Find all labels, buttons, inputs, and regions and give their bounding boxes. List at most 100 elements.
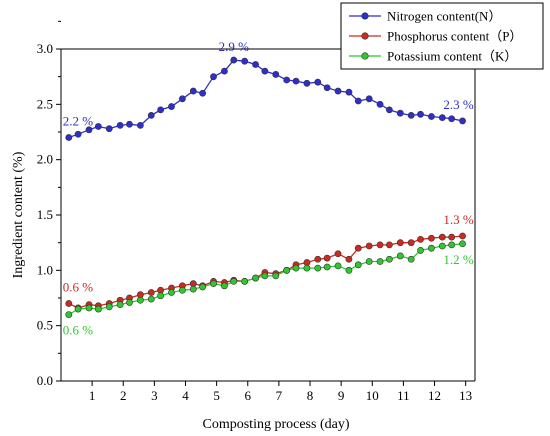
y-tick-label: 2.5: [37, 96, 53, 111]
data-point: [292, 264, 300, 272]
data-point: [272, 272, 280, 280]
x-tick-label: 11: [397, 388, 410, 403]
data-point: [94, 305, 102, 313]
data-point: [365, 95, 373, 103]
data-point: [417, 247, 424, 254]
data-point: [448, 115, 456, 123]
data-point: [147, 295, 155, 303]
data-point: [65, 311, 73, 318]
data-point: [241, 57, 249, 65]
data-point: [65, 134, 73, 141]
data-point: [116, 121, 124, 129]
data-point: [189, 87, 197, 95]
data-point: [147, 289, 155, 296]
data-point: [241, 277, 249, 285]
data-point: [323, 84, 331, 92]
data-point: [199, 283, 207, 291]
data-point: [221, 282, 228, 290]
data-point: [354, 97, 362, 105]
data-point: [85, 126, 93, 134]
data-point: [314, 78, 322, 86]
data-label: 1.2 %: [443, 252, 474, 267]
x-tick-label: 4: [182, 388, 189, 403]
legend-label: Nitrogen content(N）: [387, 9, 501, 24]
y-tick-label: 1.0: [37, 262, 53, 277]
data-point: [261, 67, 269, 75]
annotations: 2.2 % 2.9 % 2.3 % 1.3 % 0.6 % 1.2 % 0.6 %: [63, 39, 474, 338]
data-point: [303, 79, 311, 87]
y-tick-label: 2.0: [37, 152, 53, 167]
x-tick-label: 2: [120, 388, 127, 403]
data-point: [221, 67, 228, 75]
data-point: [365, 242, 373, 250]
data-label: 0.6 %: [63, 323, 93, 338]
data-point: [376, 100, 384, 108]
data-point: [126, 120, 133, 128]
data-point: [283, 76, 291, 84]
data-point: [354, 261, 362, 269]
x-tick-label: 1: [89, 388, 96, 403]
data-point: [178, 286, 186, 294]
data-point: [157, 292, 165, 300]
legend-label: Potassium content（K）: [387, 49, 517, 64]
y-tick-label: 3.0: [37, 41, 53, 56]
data-point: [178, 95, 186, 103]
series-0: [65, 56, 466, 141]
data-point: [396, 252, 404, 260]
data-point: [230, 56, 238, 64]
data-point: [168, 289, 175, 296]
legend-marker: [361, 32, 369, 40]
data-point: [345, 88, 353, 96]
data-point: [385, 255, 393, 263]
x-tick-label: 3: [151, 388, 158, 403]
data-point: [334, 87, 342, 95]
data-point: [417, 235, 424, 243]
series-2: [65, 240, 466, 318]
data-point: [314, 264, 322, 272]
x-axis-title: Composting process (day): [203, 417, 350, 432]
x-tick-label: 6: [245, 388, 252, 403]
data-point: [385, 106, 393, 114]
x-tick-label: 8: [307, 388, 314, 403]
legend-marker: [361, 52, 369, 60]
data-point: [428, 234, 435, 242]
legend-item: Potassium content（K）: [349, 49, 517, 64]
data-point: [459, 240, 466, 248]
data-point: [334, 250, 342, 258]
data-point: [210, 73, 217, 81]
data-point: [261, 272, 269, 280]
legend-item: Phosphorus content（P）: [349, 29, 522, 44]
data-point: [136, 121, 144, 129]
data-point: [438, 242, 446, 250]
data-point: [448, 241, 456, 249]
data-point: [438, 114, 446, 122]
data-point: [105, 303, 113, 311]
x-tick-label: 10: [366, 388, 379, 403]
data-point: [252, 274, 259, 282]
series-layer: [65, 56, 466, 318]
data-label: 2.9 %: [219, 39, 250, 54]
data-point: [396, 239, 404, 247]
data-point: [230, 277, 238, 285]
x-tick-label: 7: [276, 388, 283, 403]
legend-item: Nitrogen content(N）: [349, 9, 501, 24]
data-point: [168, 103, 175, 110]
data-point: [314, 255, 322, 263]
data-point: [407, 112, 415, 119]
data-point: [74, 305, 82, 313]
x-tick-label: 9: [338, 388, 345, 403]
data-point: [116, 301, 124, 309]
data-point: [334, 262, 342, 270]
data-point: [272, 71, 280, 78]
data-point: [459, 232, 466, 240]
data-point: [136, 296, 144, 304]
data-point: [396, 109, 404, 117]
data-point: [105, 125, 113, 133]
data-point: [126, 299, 133, 306]
legend: Nitrogen content(N） Phosphorus content（P）…: [340, 2, 544, 70]
data-point: [354, 244, 362, 252]
data-point: [448, 233, 456, 241]
data-point: [417, 110, 424, 118]
data-point: [345, 266, 353, 274]
